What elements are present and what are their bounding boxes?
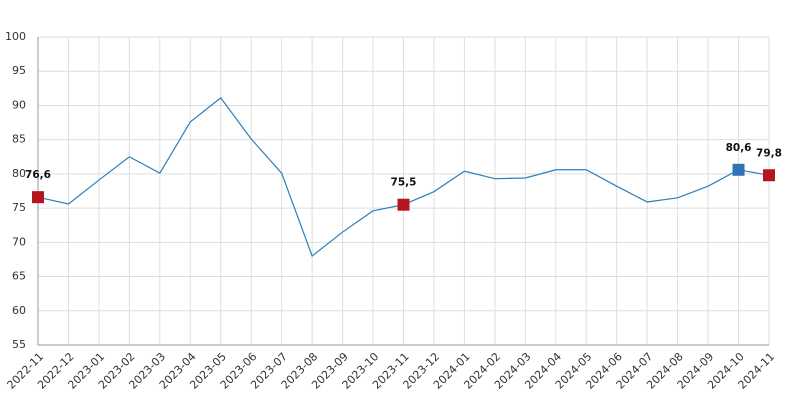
highlight-marker (32, 191, 44, 204)
y-tick-label: 85 (12, 133, 26, 146)
y-tick-label: 80 (12, 167, 26, 180)
value-label: 76,6 (25, 169, 51, 181)
y-tick-label: 75 (12, 201, 26, 214)
value-label: 79,8 (756, 147, 782, 159)
y-tick-label: 90 (12, 98, 26, 111)
y-tick-label: 100 (5, 30, 26, 43)
y-tick-label: 60 (12, 304, 26, 317)
highlight-marker (397, 198, 410, 211)
highlight-marker (763, 169, 775, 182)
value-label: 80,6 (726, 142, 752, 154)
value-label: 75,5 (391, 177, 417, 189)
y-tick-label: 65 (12, 270, 26, 283)
y-tick-label: 95 (12, 64, 26, 77)
y-tick-label: 70 (12, 235, 26, 248)
y-tick-label: 55 (12, 338, 26, 351)
highlight-marker (732, 163, 745, 176)
